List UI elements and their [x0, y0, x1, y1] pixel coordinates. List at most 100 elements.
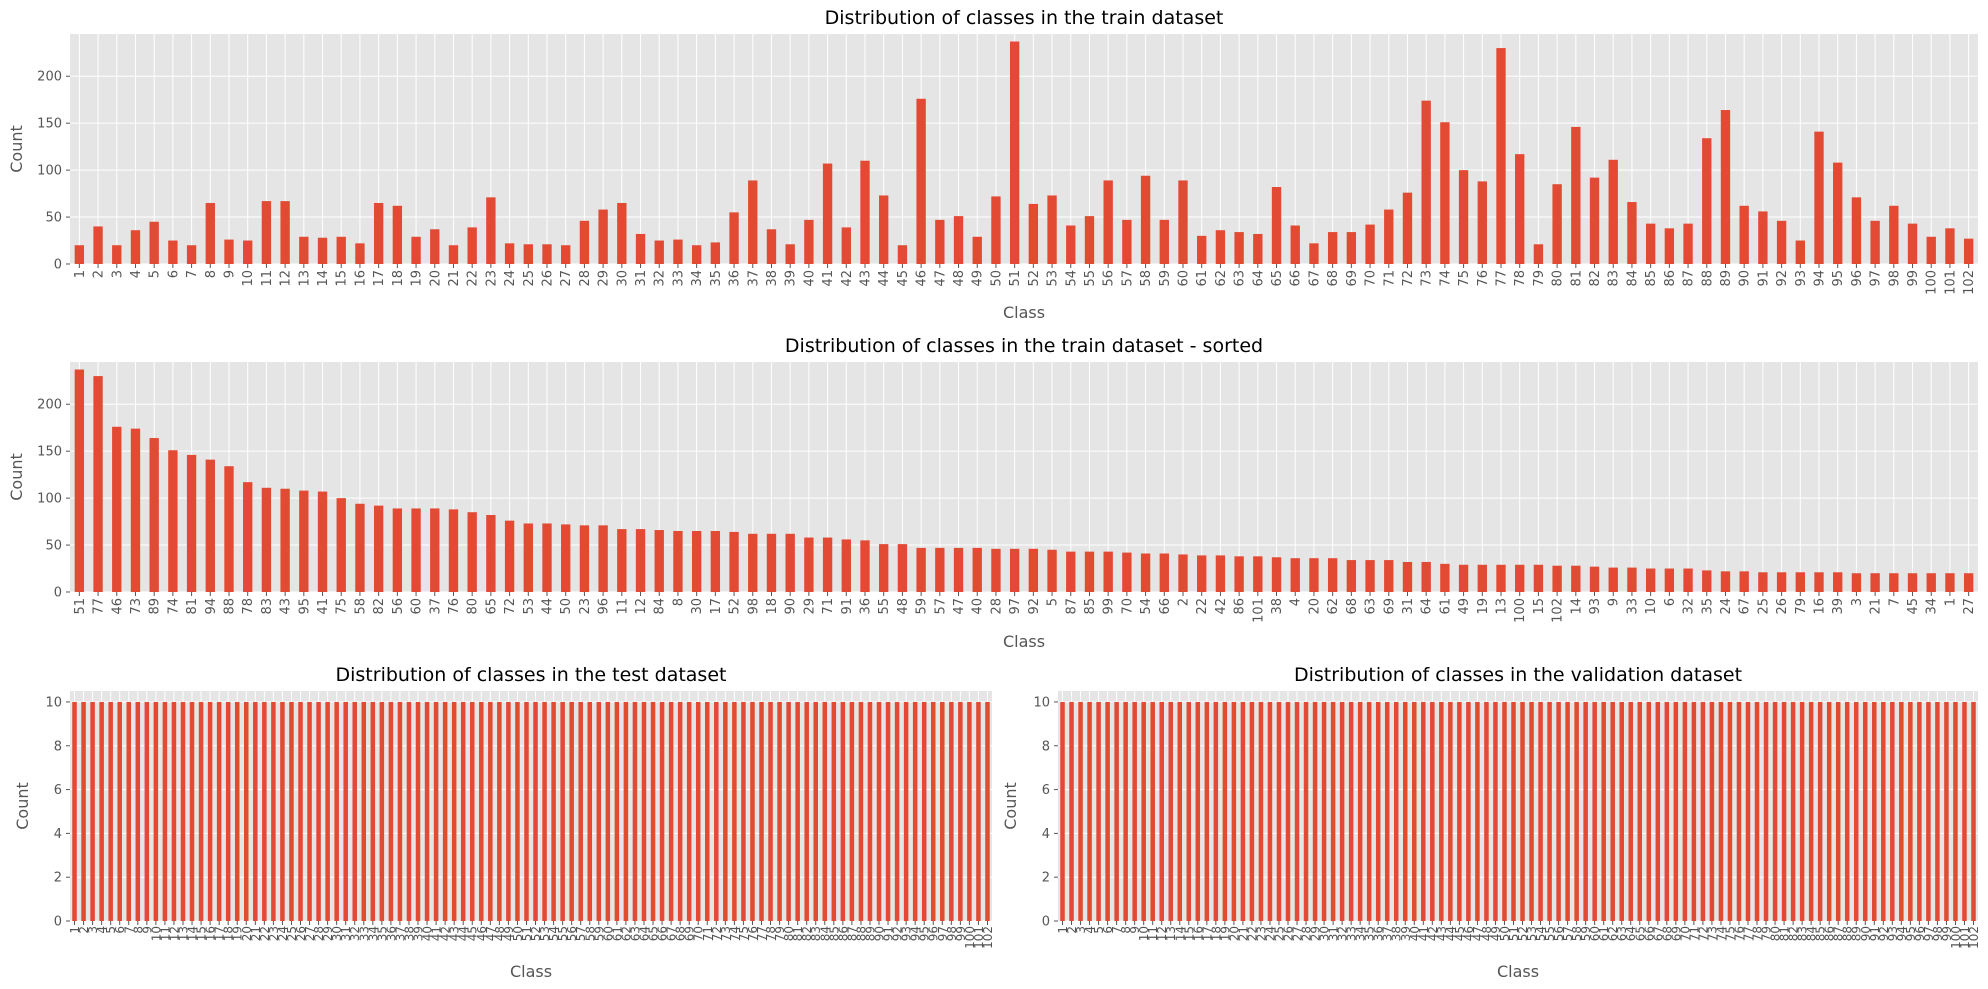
bar-79	[1795, 572, 1805, 592]
x-tick-label: 15	[195, 926, 209, 941]
bar-5	[1096, 701, 1101, 921]
bar-52	[729, 531, 739, 592]
bar-48	[1484, 701, 1489, 921]
bar-37	[397, 701, 403, 921]
bar-41	[317, 491, 328, 592]
bar-32	[1683, 568, 1693, 592]
bar-48	[497, 701, 502, 921]
bar-80	[1772, 701, 1778, 921]
x-tick-label: 46	[1462, 926, 1476, 941]
bar-5	[108, 701, 113, 921]
x-tick-label: 94	[204, 598, 219, 615]
bar-10	[153, 701, 159, 921]
bar-65	[486, 515, 496, 592]
bar-68	[677, 701, 683, 921]
x-tick-label: 91	[1756, 270, 1771, 287]
x-tick-label: 72	[710, 926, 724, 941]
bar-6	[1105, 701, 1110, 921]
bar-48	[953, 216, 964, 264]
bar-23	[579, 525, 590, 592]
bar-59	[1583, 701, 1588, 921]
y-tick-label: 0	[54, 915, 62, 930]
x-tick-label: 77	[1495, 270, 1510, 287]
bar-66	[1646, 701, 1652, 921]
bar-98	[1889, 205, 1899, 264]
x-tick-label: 54	[547, 926, 561, 941]
bar-54	[1066, 225, 1076, 264]
y-tick-label: 4	[54, 827, 62, 842]
bar-7	[1114, 701, 1119, 921]
x-tick-label: 64	[1420, 598, 1435, 615]
bar-85	[1084, 551, 1095, 592]
x-tick-label: 45	[1453, 926, 1467, 941]
x-tick-label: 79	[773, 926, 787, 941]
x-tick-label: 75	[335, 598, 350, 615]
x-tick-label: 66	[1158, 598, 1173, 615]
y-tick-label: 2	[1042, 871, 1050, 886]
x-tick-label: 83	[809, 926, 823, 941]
bar-86	[840, 701, 846, 921]
bar-35	[379, 701, 385, 921]
x-tick-label: 35	[375, 926, 389, 941]
bar-32	[654, 240, 664, 264]
x-tick-label: 50	[511, 926, 525, 941]
x-tick-label: 77	[755, 926, 769, 941]
x-tick-label: 1	[73, 270, 88, 278]
bar-101	[1253, 556, 1263, 592]
bar-21	[1240, 701, 1246, 921]
bar-59	[596, 701, 602, 921]
y-tick-label: 2	[54, 871, 62, 886]
bar-45	[1907, 573, 1918, 592]
bar-11	[162, 701, 168, 921]
x-tick-label: 88	[1841, 926, 1855, 941]
bar-101	[1962, 701, 1967, 921]
bar-53	[1047, 195, 1057, 264]
y-tick-label: 10	[45, 695, 62, 710]
bar-44	[1448, 701, 1453, 921]
x-tick-label: 22	[466, 270, 481, 287]
bar-32	[1339, 701, 1345, 921]
bar-80	[467, 512, 477, 592]
x-tick-label: 30	[1318, 926, 1332, 941]
bar-41	[1421, 701, 1426, 921]
chart-title: Distribution of classes in the validatio…	[1294, 664, 1742, 686]
x-tick-label: 14	[186, 926, 200, 941]
x-tick-label: 23	[484, 270, 499, 287]
bar-36	[860, 540, 870, 592]
bar-38	[1393, 701, 1399, 921]
x-tick-label: 81	[791, 926, 805, 941]
bar-45	[897, 245, 908, 264]
y-tick-label: 8	[54, 739, 62, 754]
x-tick-label: 69	[1382, 598, 1397, 615]
y-tick-label: 50	[45, 539, 62, 554]
x-tick-label: 8	[131, 926, 145, 934]
x-tick-label: 41	[821, 270, 836, 287]
x-tick-label: 12	[167, 926, 181, 941]
bar-56	[569, 701, 574, 921]
x-tick-label: 99	[1906, 270, 1921, 287]
x-tick-label: 90	[784, 598, 799, 615]
x-tick-label: 102	[1962, 270, 1977, 295]
x-tick-label: 55	[877, 598, 892, 615]
x-tick-label: 54	[1139, 598, 1154, 615]
x-tick-label: 48	[1480, 926, 1494, 941]
x-tick-label: 79	[1532, 270, 1547, 287]
bar-42	[841, 227, 851, 264]
bar-4	[1290, 558, 1300, 592]
x-tick-label: 84	[1625, 270, 1640, 287]
x-tick-label: 3	[1074, 926, 1088, 934]
bar-30	[1321, 701, 1327, 921]
x-tick-label: 10	[149, 926, 163, 941]
x-tick-label: 6	[1101, 926, 1115, 934]
bar-30	[691, 530, 702, 592]
bar-91	[841, 539, 851, 592]
bar-18	[766, 533, 777, 592]
x-tick-label: 10	[1137, 926, 1151, 941]
bar-16	[1195, 701, 1201, 921]
x-tick-label: 20	[1227, 926, 1241, 941]
y-tick-label: 6	[54, 783, 62, 798]
x-tick-label: 19	[1218, 926, 1232, 941]
x-tick-label: 68	[1345, 598, 1360, 615]
x-tick-label: 13	[1495, 598, 1510, 615]
bar-88	[224, 466, 234, 592]
